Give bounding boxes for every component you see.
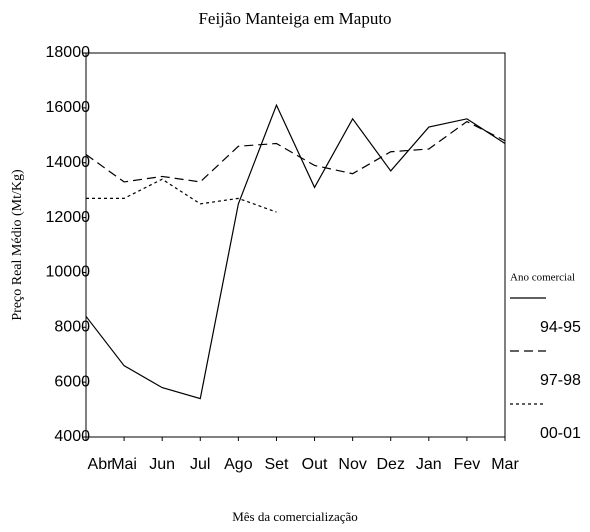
x-tick-label: Mai	[111, 456, 137, 473]
plot-frame	[85, 52, 506, 438]
y-tick-label: 14000	[46, 154, 91, 171]
x-tick-label: Jun	[149, 456, 175, 473]
y-tick-label: 10000	[46, 264, 91, 281]
series-line	[85, 103, 506, 400]
y-tick-label: 16000	[46, 99, 91, 116]
y-axis-label: Preço Real Médio (Mt/Kg)	[10, 169, 25, 321]
chart-title: Feijão Manteiga em Maputo	[198, 9, 391, 28]
y-tick-label: 18000	[46, 44, 91, 61]
x-tick-label: Set	[264, 456, 289, 473]
x-tick-label: Jan	[416, 456, 442, 473]
y-tick-label: 8000	[54, 319, 90, 336]
x-tick-label: Fev	[454, 456, 481, 473]
x-tick-label: Nov	[338, 456, 366, 473]
x-tick-label: Ago	[224, 456, 253, 473]
legend-title: Ano comercial	[510, 272, 575, 284]
x-tick-label: Dez	[377, 456, 405, 473]
x-tick-label: Mar	[491, 456, 519, 473]
legend-label: 94-95	[540, 319, 581, 336]
x-tick-label: Out	[302, 456, 328, 473]
legend-label: 97-98	[540, 372, 581, 389]
x-tick-label: Jul	[190, 456, 210, 473]
y-tick-label: 6000	[54, 373, 90, 390]
series-line	[86, 178, 277, 213]
x-tick-label: Abr	[88, 456, 114, 473]
legend-label: 00-01	[540, 425, 581, 442]
y-tick-label: 4000	[54, 428, 90, 445]
y-tick-label: 12000	[46, 209, 91, 226]
x-axis-label: Mês da comercialização	[232, 509, 358, 524]
